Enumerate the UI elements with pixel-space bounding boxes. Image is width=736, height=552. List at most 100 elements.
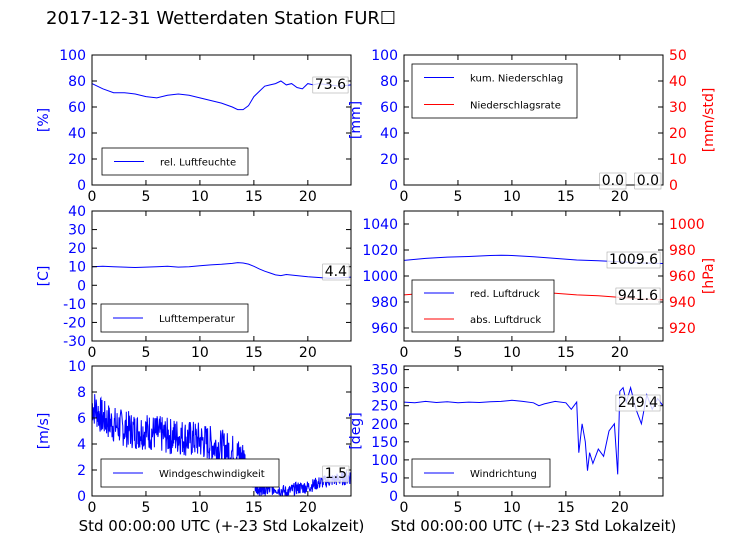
y-tick-label: 6 — [77, 411, 86, 427]
y2-tick-label: 940 — [669, 295, 696, 311]
value-annotation: 0.0 — [602, 173, 624, 189]
annotation-box — [312, 76, 349, 94]
y-axis-label: [C] — [36, 266, 52, 287]
x-tick-label: 5 — [453, 500, 462, 516]
y-tick-label: 1000 — [362, 269, 398, 285]
y2-axis-label: [mm/std] — [701, 88, 717, 153]
y-tick-label: 30 — [68, 223, 86, 239]
y-axis-label: [mm] — [348, 101, 364, 139]
y-tick-label: 80 — [380, 74, 398, 90]
y-tick-label: 40 — [380, 126, 398, 142]
x-axis-label: Std 00:00:00 UTC (+-23 Std Lokalzeit) — [391, 517, 677, 535]
y-tick-label: 60 — [68, 100, 86, 116]
y-tick-label: 350 — [371, 363, 398, 379]
x-tick-label: 20 — [299, 345, 317, 361]
legend-label: rel. Luftfeuchte — [160, 158, 236, 169]
x-tick-label: 20 — [299, 500, 317, 516]
legend: kum. Niederschlag Niederschlagsrate — [411, 63, 578, 119]
value-annotation: 4.4 — [325, 264, 347, 280]
x-tick-label: 5 — [141, 500, 150, 516]
legend: red. Luftdruck abs. Luftdruck — [411, 279, 555, 333]
y2-tick-label: 0 — [669, 178, 678, 194]
x-tick-label: 0 — [400, 345, 409, 361]
y-tick-label: 100 — [371, 48, 398, 64]
y-axis-label: [deg] — [348, 412, 364, 449]
y-tick-label: -30 — [63, 334, 86, 350]
y-tick-label: 8 — [77, 385, 86, 401]
y-tick-label: -10 — [63, 297, 86, 313]
legend: Windgeschwindigkeit — [100, 458, 280, 488]
y-axis-label: [%] — [36, 108, 52, 132]
x-tick-label: 15 — [245, 189, 263, 205]
chart-windspeed: 0 5 10 15 20 0 2 4 6 8 10 [m/s] Std 00:00:00 UTC (+-… — [36, 359, 364, 535]
page-title: 2017-12-31 Wetterdaten Station FUR☐ — [46, 8, 397, 29]
y-tick-label: 1020 — [362, 243, 398, 259]
x-tick-label: 15 — [245, 345, 263, 361]
axes-frame — [91, 54, 352, 186]
series-line-windspeed-0 — [92, 394, 351, 496]
annotation-box — [615, 394, 661, 412]
y-tick-label: 50 — [380, 471, 398, 487]
chart-pressure: 0 5 10 15 20 960 980 1000 1020 1040 920 940 960 980 10… — [362, 210, 717, 361]
y-tick-label: 20 — [68, 152, 86, 168]
annotation-box — [606, 251, 661, 269]
x-tick-label: 0 — [88, 500, 97, 516]
legend-label: red. Luftdruck — [470, 289, 540, 300]
legend-label: Niederschlagsrate — [470, 101, 561, 112]
y-tick-label: 10 — [68, 260, 86, 276]
y2-tick-label: 30 — [669, 100, 687, 116]
y-tick-label: 0 — [77, 489, 86, 505]
x-tick-label: 15 — [245, 500, 263, 516]
y2-tick-label: 1000 — [669, 217, 705, 233]
y-tick-label: 0 — [389, 489, 398, 505]
y-tick-label: 200 — [371, 417, 398, 433]
legend-label: Windrichtung — [470, 469, 537, 480]
y-tick-label: 100 — [59, 48, 86, 64]
x-tick-label: 10 — [503, 189, 521, 205]
legend-label: Windgeschwindigkeit — [159, 469, 265, 480]
x-tick-label: 10 — [191, 345, 209, 361]
axes-frame — [403, 365, 664, 497]
legend-label: abs. Luftdruck — [470, 315, 541, 326]
annotation-box — [322, 263, 350, 281]
y-tick-label: 60 — [380, 100, 398, 116]
legend: Lufttemperatur — [100, 303, 249, 333]
y-tick-label: 960 — [371, 321, 398, 337]
legend: Windrichtung — [411, 458, 551, 488]
annotation-box — [615, 287, 661, 305]
chart-precip: 0 5 10 15 20 0 20 40 60 80 100 0 10 20 30 40 50 [mm/std] [… — [348, 48, 717, 205]
x-tick-label: 10 — [191, 189, 209, 205]
legend-label: Lufttemperatur — [159, 314, 236, 325]
y-tick-label: 20 — [380, 152, 398, 168]
value-annotation: 1009.6 — [609, 252, 658, 268]
x-tick-label: 5 — [453, 189, 462, 205]
y-tick-label: 20 — [68, 241, 86, 257]
legend-label: kum. Niederschlag — [470, 74, 563, 85]
annotation-box — [599, 172, 627, 190]
y-tick-label: 300 — [371, 381, 398, 397]
x-tick-label: 20 — [611, 345, 629, 361]
y-tick-label: 80 — [68, 74, 86, 90]
y-tick-label: -20 — [63, 315, 86, 331]
axes-frame — [91, 365, 352, 497]
y-tick-label: 2 — [77, 463, 86, 479]
x-tick-label: 5 — [141, 345, 150, 361]
x-tick-label: 0 — [400, 189, 409, 205]
x-tick-label: 20 — [611, 189, 629, 205]
y2-tick-label: 920 — [669, 321, 696, 337]
x-tick-label: 0 — [400, 500, 409, 516]
legend-box — [411, 279, 555, 333]
y-tick-label: 980 — [371, 295, 398, 311]
annotation-box — [634, 172, 662, 190]
y-tick-label: 1040 — [362, 217, 398, 233]
y-tick-label: 250 — [371, 399, 398, 415]
x-tick-label: 5 — [141, 189, 150, 205]
value-annotation: 249.4 — [618, 395, 658, 411]
series-line-humidity-0 — [92, 80, 351, 111]
y-tick-label: 0 — [389, 178, 398, 194]
value-annotation: 0.0 — [637, 173, 659, 189]
x-tick-label: 5 — [453, 345, 462, 361]
x-tick-label: 0 — [88, 189, 97, 205]
value-annotation: 941.6 — [618, 288, 658, 304]
